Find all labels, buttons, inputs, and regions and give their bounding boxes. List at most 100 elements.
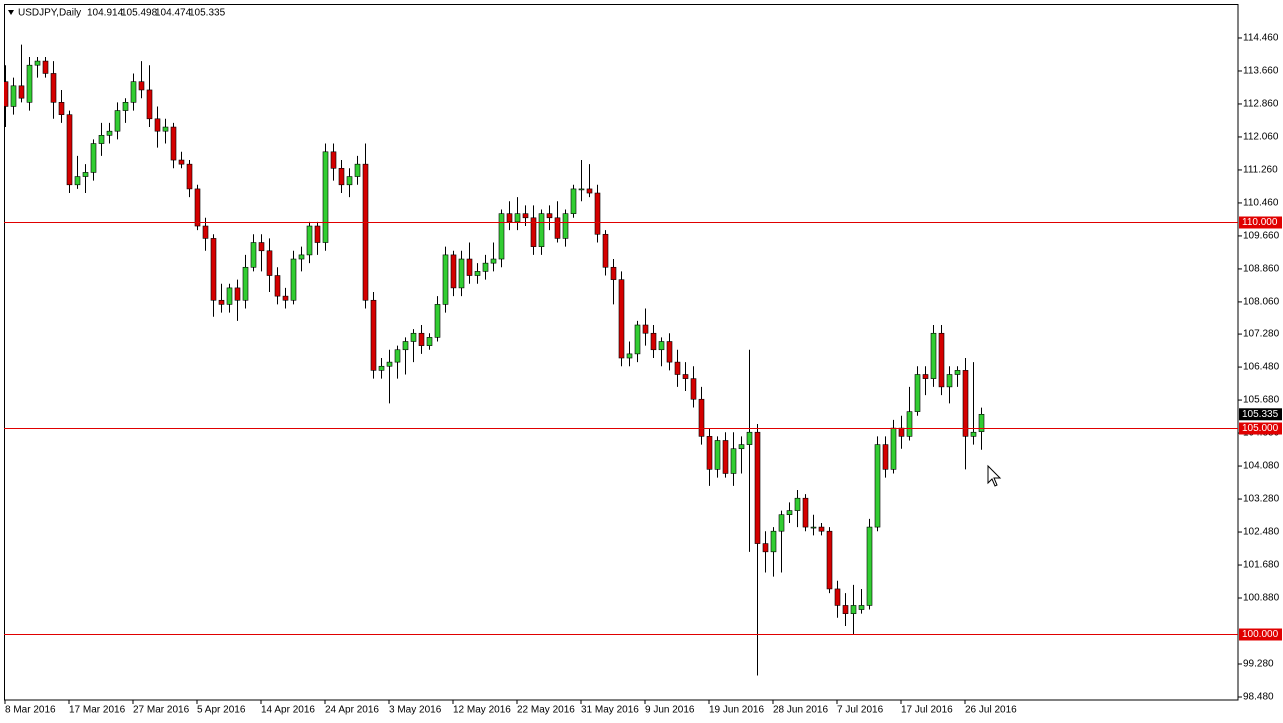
ohlc-high: 105.498: [121, 8, 158, 19]
candle-body: [674, 361, 681, 375]
candle-body: [378, 365, 385, 371]
candle-body: [722, 440, 729, 474]
candle-body: [802, 497, 809, 528]
candle-body: [898, 427, 905, 437]
candle-body: [818, 526, 825, 532]
plot-frame: [4, 4, 1239, 701]
candle-body: [162, 126, 169, 132]
y-tick-label: 105.680: [1243, 395, 1280, 406]
candle-body: [626, 353, 633, 359]
candle-body: [314, 225, 321, 243]
menu-arrow[interactable]: [8, 10, 14, 15]
y-tick-label: 112.860: [1243, 99, 1279, 110]
candle-body: [178, 159, 185, 165]
candle-body: [338, 167, 345, 186]
x-tick-label: 22 May 2016: [517, 705, 575, 716]
candle-body: [226, 287, 233, 305]
candle-body: [138, 81, 145, 91]
y-tick-label: 109.660: [1243, 231, 1280, 242]
candle-body: [210, 238, 217, 301]
candle-body: [202, 225, 209, 239]
candle-body: [66, 114, 73, 186]
candle-body: [642, 324, 649, 334]
y-tick-label: 114.460: [1243, 33, 1279, 44]
candle-body: [978, 413, 985, 432]
candle-body: [506, 213, 513, 223]
y-tick-label: 113.660: [1243, 66, 1279, 77]
candle-body: [370, 299, 377, 371]
candle-body: [442, 254, 449, 305]
level-label: 110.000: [1242, 217, 1278, 228]
candle-body: [490, 258, 497, 264]
candle-body: [706, 436, 713, 470]
candle-body: [418, 332, 425, 346]
level-label-bg: [1239, 422, 1282, 435]
candle-body: [410, 332, 417, 342]
y-tick-label: 108.060: [1243, 297, 1280, 308]
candle-body: [570, 188, 577, 214]
candle-body: [666, 341, 673, 363]
y-tick-label: 100.880: [1243, 593, 1280, 604]
candle-body: [954, 370, 961, 375]
candle-body: [586, 188, 593, 194]
candle-body: [58, 102, 65, 115]
candle-body: [754, 431, 761, 544]
price-marker-bg: [1239, 408, 1282, 421]
candle-body: [98, 135, 105, 144]
candle-body: [522, 213, 529, 219]
x-tick-label: 3 May 2016: [389, 705, 442, 716]
candle-body: [770, 530, 777, 553]
y-tick-label: 108.860: [1243, 264, 1280, 275]
y-tick-label: 110.460: [1243, 198, 1279, 209]
candle-body: [650, 332, 657, 351]
candle-body: [362, 163, 369, 301]
candle-body: [306, 225, 313, 256]
candle-body: [810, 526, 817, 529]
candle-body: [618, 279, 625, 359]
candle-body: [466, 258, 473, 276]
candle-body: [546, 213, 553, 219]
level-label: 100.000: [1242, 629, 1279, 640]
candle-body: [738, 444, 745, 450]
candle-body: [82, 172, 89, 177]
candle-body: [690, 378, 697, 400]
x-tick-label: 27 Mar 2016: [133, 705, 190, 716]
ohlc-low: 104.474: [155, 8, 192, 19]
candle-body: [4, 81, 9, 107]
candle-body: [426, 337, 433, 346]
x-tick-label: 31 May 2016: [581, 705, 639, 716]
candle-body: [10, 85, 17, 107]
candle-body: [826, 530, 833, 590]
candle-body: [698, 398, 705, 437]
candle-body: [354, 163, 361, 177]
candle-body: [602, 233, 609, 268]
candle-body: [578, 188, 585, 191]
candle-body: [514, 213, 521, 223]
candles: [4, 44, 985, 676]
candle-body: [18, 85, 25, 99]
candle-body: [402, 341, 409, 351]
candle-body: [938, 332, 945, 388]
candle-body: [482, 262, 489, 272]
x-tick-label: 19 Jun 2016: [709, 705, 764, 716]
mouse-cursor: [987, 464, 1002, 487]
candle-body: [130, 81, 137, 103]
x-tick-label: 28 Jun 2016: [773, 705, 828, 716]
x-tick-label: 26 Jul 2016: [965, 705, 1017, 716]
candle-body: [386, 361, 393, 367]
candle-body: [450, 254, 457, 289]
candle-body: [34, 60, 41, 66]
candle-body: [498, 213, 505, 260]
candle-body: [658, 341, 665, 351]
candle-body: [778, 514, 785, 532]
candle-body: [794, 497, 801, 511]
candle-body: [274, 275, 281, 297]
candle-body: [970, 431, 977, 437]
candle-body: [874, 444, 881, 528]
candle-body: [50, 73, 57, 103]
x-tick-label: 8 Mar 2016: [5, 705, 56, 716]
y-tick-label: 99.280: [1243, 659, 1274, 670]
candle-body: [90, 143, 97, 173]
candle-body: [258, 242, 265, 252]
